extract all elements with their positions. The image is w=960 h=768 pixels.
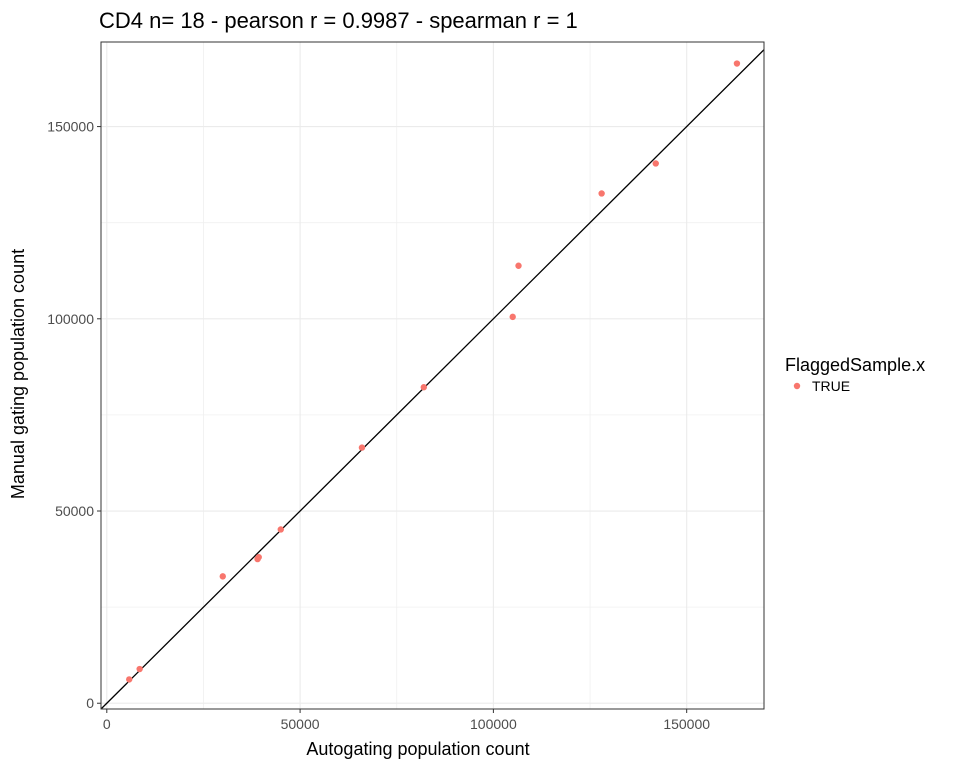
y-tick-label: 150000 (47, 119, 94, 135)
data-point (358, 444, 366, 451)
panel-background (101, 42, 764, 709)
x-axis-ticks: 0 50000 100000 150000 (103, 709, 710, 732)
chart-title: CD4 n= 18 - pearson r = 0.9987 - spearma… (99, 8, 578, 33)
data-point (277, 526, 284, 533)
x-tick-label: 50000 (281, 716, 320, 732)
data-point (136, 665, 143, 673)
data-points (126, 60, 741, 683)
y-tick-label: 50000 (55, 503, 94, 519)
x-axis-title: Autogating population count (306, 739, 529, 759)
legend-key-true (793, 382, 801, 390)
y-tick-label: 0 (86, 695, 94, 711)
y-tick-label: 100000 (47, 311, 94, 327)
data-point (219, 573, 226, 580)
data-point (126, 676, 133, 683)
grid-minor (101, 42, 764, 709)
legend: FlaggedSample.x TRUE (785, 355, 925, 394)
data-point (598, 190, 605, 197)
data-point (652, 160, 659, 167)
data-point (733, 60, 741, 67)
panel-border (100, 41, 765, 710)
data-point (509, 313, 516, 321)
x-tick-label: 0 (103, 716, 111, 732)
legend-title: FlaggedSample.x (785, 355, 925, 375)
data-point (515, 262, 522, 269)
x-tick-label: 150000 (663, 716, 710, 732)
identity-reference-line (100, 49, 765, 710)
data-point (420, 384, 428, 391)
y-axis-title: Manual gating population count (8, 249, 28, 499)
y-axis-ticks: 0 50000 100000 150000 (47, 119, 101, 711)
x-tick-label: 100000 (470, 716, 517, 732)
plot-panel (100, 41, 765, 710)
legend-label-true: TRUE (812, 378, 850, 394)
grid-major (101, 42, 764, 709)
data-point (255, 553, 262, 561)
